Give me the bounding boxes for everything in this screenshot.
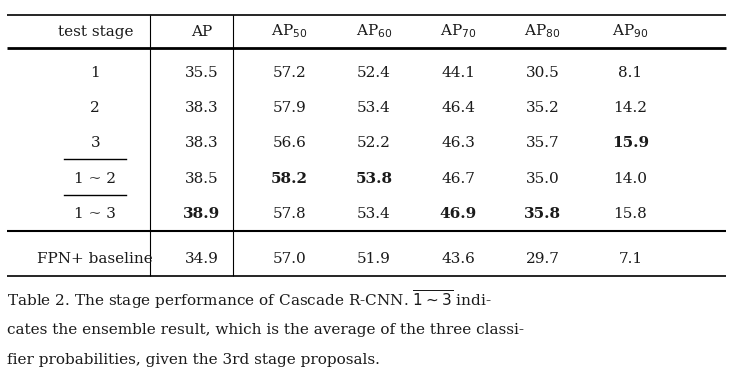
Text: 30.5: 30.5 [526,65,559,80]
Text: AP$_{80}$: AP$_{80}$ [524,23,561,41]
Text: cates the ensemble result, which is the average of the three classi-: cates the ensemble result, which is the … [7,323,524,337]
Text: 57.9: 57.9 [273,101,306,115]
Text: 35.5: 35.5 [185,65,218,80]
Text: 3: 3 [90,136,100,150]
Text: AP$_{60}$: AP$_{60}$ [356,23,392,41]
Text: 1 ~ 2: 1 ~ 2 [74,171,117,186]
Text: 29.7: 29.7 [526,251,559,266]
Text: 35.0: 35.0 [526,171,559,186]
Text: 35.2: 35.2 [526,101,559,115]
Text: 38.9: 38.9 [183,207,220,221]
Text: Table 2. The stage performance of Cascade R-CNN. $\overline{1 \sim 3}$ indi-: Table 2. The stage performance of Cascad… [7,288,492,311]
Text: AP: AP [191,25,212,39]
Text: 38.5: 38.5 [185,171,218,186]
Text: 14.0: 14.0 [614,171,647,186]
Text: 1 ~ 3: 1 ~ 3 [74,207,117,221]
Text: 46.4: 46.4 [441,101,475,115]
Text: 34.9: 34.9 [185,251,218,266]
Text: 1: 1 [90,65,100,80]
Text: AP$_{90}$: AP$_{90}$ [612,23,649,41]
Text: 14.2: 14.2 [614,101,647,115]
Text: 15.9: 15.9 [612,136,649,150]
Text: 2: 2 [90,101,100,115]
Text: 53.4: 53.4 [357,207,391,221]
Text: 52.4: 52.4 [357,65,391,80]
Text: 44.1: 44.1 [441,65,475,80]
Text: 53.8: 53.8 [356,171,392,186]
Text: 15.8: 15.8 [614,207,647,221]
Text: test stage: test stage [57,25,133,39]
Text: 43.6: 43.6 [441,251,475,266]
Text: 53.4: 53.4 [357,101,391,115]
Text: 57.0: 57.0 [273,251,306,266]
Text: 8.1: 8.1 [619,65,642,80]
Text: 58.2: 58.2 [271,171,308,186]
Text: 35.8: 35.8 [524,207,561,221]
Text: 7.1: 7.1 [619,251,642,266]
Text: 46.3: 46.3 [441,136,475,150]
Text: 52.2: 52.2 [357,136,391,150]
Text: 57.2: 57.2 [273,65,306,80]
Text: AP$_{50}$: AP$_{50}$ [271,23,308,41]
Text: 38.3: 38.3 [185,136,218,150]
Text: 35.7: 35.7 [526,136,559,150]
Text: 46.7: 46.7 [441,171,475,186]
Text: 46.9: 46.9 [440,207,476,221]
Text: FPN+ baseline: FPN+ baseline [37,251,153,266]
Text: 51.9: 51.9 [357,251,391,266]
Text: fier probabilities, given the 3rd stage proposals.: fier probabilities, given the 3rd stage … [7,353,380,368]
Text: 57.8: 57.8 [273,207,306,221]
Text: AP$_{70}$: AP$_{70}$ [440,23,476,41]
Text: 56.6: 56.6 [273,136,306,150]
Text: 38.3: 38.3 [185,101,218,115]
